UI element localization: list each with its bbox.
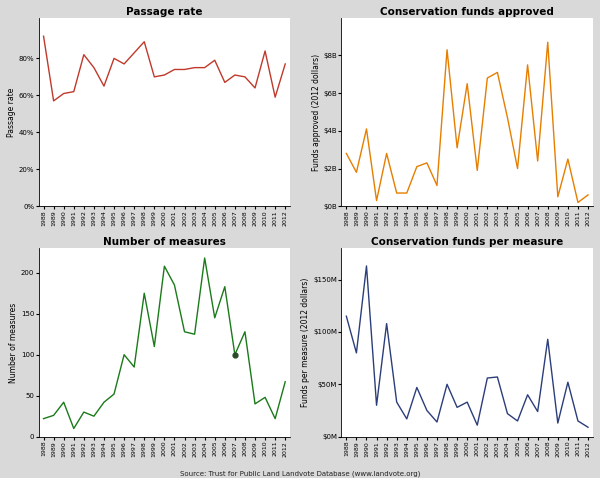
Title: Passage rate: Passage rate: [126, 7, 203, 17]
Y-axis label: Funds approved (2012 dollars): Funds approved (2012 dollars): [311, 54, 320, 171]
Y-axis label: Funds per measure (2012 dollars): Funds per measure (2012 dollars): [301, 278, 310, 407]
Title: Conservation funds per measure: Conservation funds per measure: [371, 238, 563, 248]
Title: Number of measures: Number of measures: [103, 238, 226, 248]
Text: Source: Trust for Public Land Landvote Database (www.landvote.org): Source: Trust for Public Land Landvote D…: [180, 471, 420, 477]
Y-axis label: Number of measures: Number of measures: [9, 302, 18, 382]
Y-axis label: Passage rate: Passage rate: [7, 87, 16, 137]
Title: Conservation funds approved: Conservation funds approved: [380, 7, 554, 17]
